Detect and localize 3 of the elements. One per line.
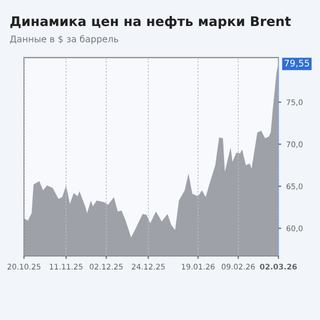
chart-subtitle: Данные в $ за баррель <box>10 35 118 44</box>
chart-title: Динамика цен на нефть марки Brent <box>10 16 291 29</box>
annotation: 79,55 <box>284 60 310 68</box>
